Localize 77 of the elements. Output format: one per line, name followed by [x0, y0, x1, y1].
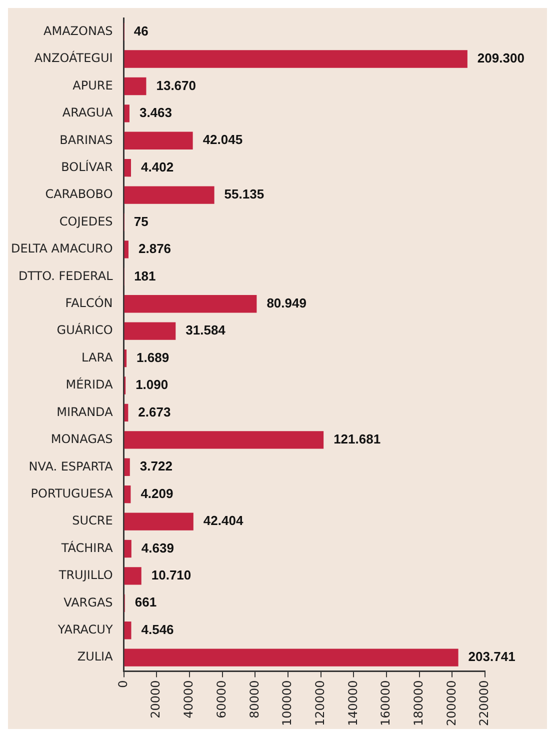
data-label: 3.463 [139, 105, 172, 120]
bar [124, 50, 468, 68]
y-tick-label: LARA [82, 350, 114, 364]
data-label: 31.584 [186, 322, 226, 338]
y-tick-label: NVA. ESPARTA [28, 459, 114, 474]
y-tick-label: MIRANDA [56, 404, 114, 419]
x-tick-label: 120000 [312, 680, 327, 726]
data-label: 42.045 [202, 132, 243, 148]
x-tick-label: 220000 [477, 680, 492, 726]
data-label: 4.546 [141, 622, 174, 637]
bar [124, 132, 193, 150]
y-tick-label: DELTA AMACURO [10, 242, 113, 256]
y-tick-label: ANZOÁTEGUI [34, 50, 113, 66]
data-label: 4.209 [140, 486, 174, 501]
bar [124, 512, 194, 530]
y-tick-label: ZULIA [77, 650, 114, 664]
y-tick-label: PORTUGUESA [30, 486, 114, 500]
data-label: 55.135 [224, 186, 264, 202]
bar [124, 540, 132, 558]
bar [124, 104, 130, 122]
x-tick-label: 0 [116, 680, 130, 688]
bar [124, 458, 130, 476]
y-tick-label: VARGAS [64, 595, 113, 610]
y-tick-label: BARINAS [60, 132, 113, 147]
bar [124, 77, 146, 96]
data-label: 661 [134, 594, 157, 610]
y-tick-label: COJEDES [59, 214, 113, 228]
y-tick-label: TRUJILLO [58, 568, 113, 582]
data-label: 75 [134, 214, 148, 229]
data-label: 4.402 [141, 159, 174, 174]
x-tick-label: 140000 [346, 680, 360, 726]
y-tick-label: MONAGAS [50, 432, 113, 446]
y-tick-label: DTTO. FEDERAL [18, 268, 114, 283]
data-label: 13.670 [156, 78, 196, 93]
x-tick-label: 80000 [247, 680, 262, 718]
x-tick-label: 180000 [411, 680, 426, 726]
bar [124, 322, 176, 340]
bar [124, 567, 142, 585]
data-label: 80.949 [266, 295, 306, 310]
x-tick-label: 100000 [280, 680, 294, 726]
y-tick-label: TÁCHIRA [60, 540, 114, 555]
data-label: 42.404 [203, 513, 244, 528]
y-tick-label: GUÁRICO [56, 322, 113, 338]
bar [124, 648, 458, 666]
data-label: 10.710 [151, 568, 192, 583]
data-label: 46 [134, 23, 148, 38]
data-label: 1.090 [136, 377, 168, 392]
data-label: 4.639 [141, 540, 174, 556]
x-tick-label: 40000 [182, 680, 196, 718]
y-tick-label: YARACUY [56, 622, 114, 637]
bar [124, 295, 257, 313]
bar [124, 240, 129, 258]
bar [124, 186, 214, 204]
y-tick-label: MÉRIDA [66, 376, 114, 392]
x-tick-label: 200000 [444, 680, 458, 726]
x-tick-label: 160000 [378, 680, 393, 726]
y-tick-label: BOLÍVAR [61, 158, 113, 174]
y-tick-label: FALCÓN [65, 295, 113, 310]
x-tick-label: 60000 [214, 680, 228, 718]
data-label: 203.741 [468, 649, 516, 664]
y-tick-label: ARAGUA [62, 106, 114, 120]
data-label: 121.681 [334, 432, 381, 446]
y-tick-label: AMAZONAS [44, 24, 113, 38]
data-label: 2.876 [138, 241, 172, 256]
data-label: 3.722 [140, 458, 172, 474]
y-tick-label: APURE [72, 78, 113, 92]
data-label: 1.689 [136, 350, 170, 365]
y-tick-label: CARABOBO [45, 187, 113, 202]
bar [124, 485, 131, 504]
bar [124, 431, 324, 449]
data-label: 209.300 [477, 50, 524, 66]
data-label: 181 [134, 268, 156, 284]
bar [124, 622, 132, 640]
x-tick-label: 20000 [148, 680, 163, 718]
bar [124, 159, 132, 177]
data-label: 2.673 [138, 404, 171, 420]
y-tick-label: SUCRE [72, 514, 113, 528]
